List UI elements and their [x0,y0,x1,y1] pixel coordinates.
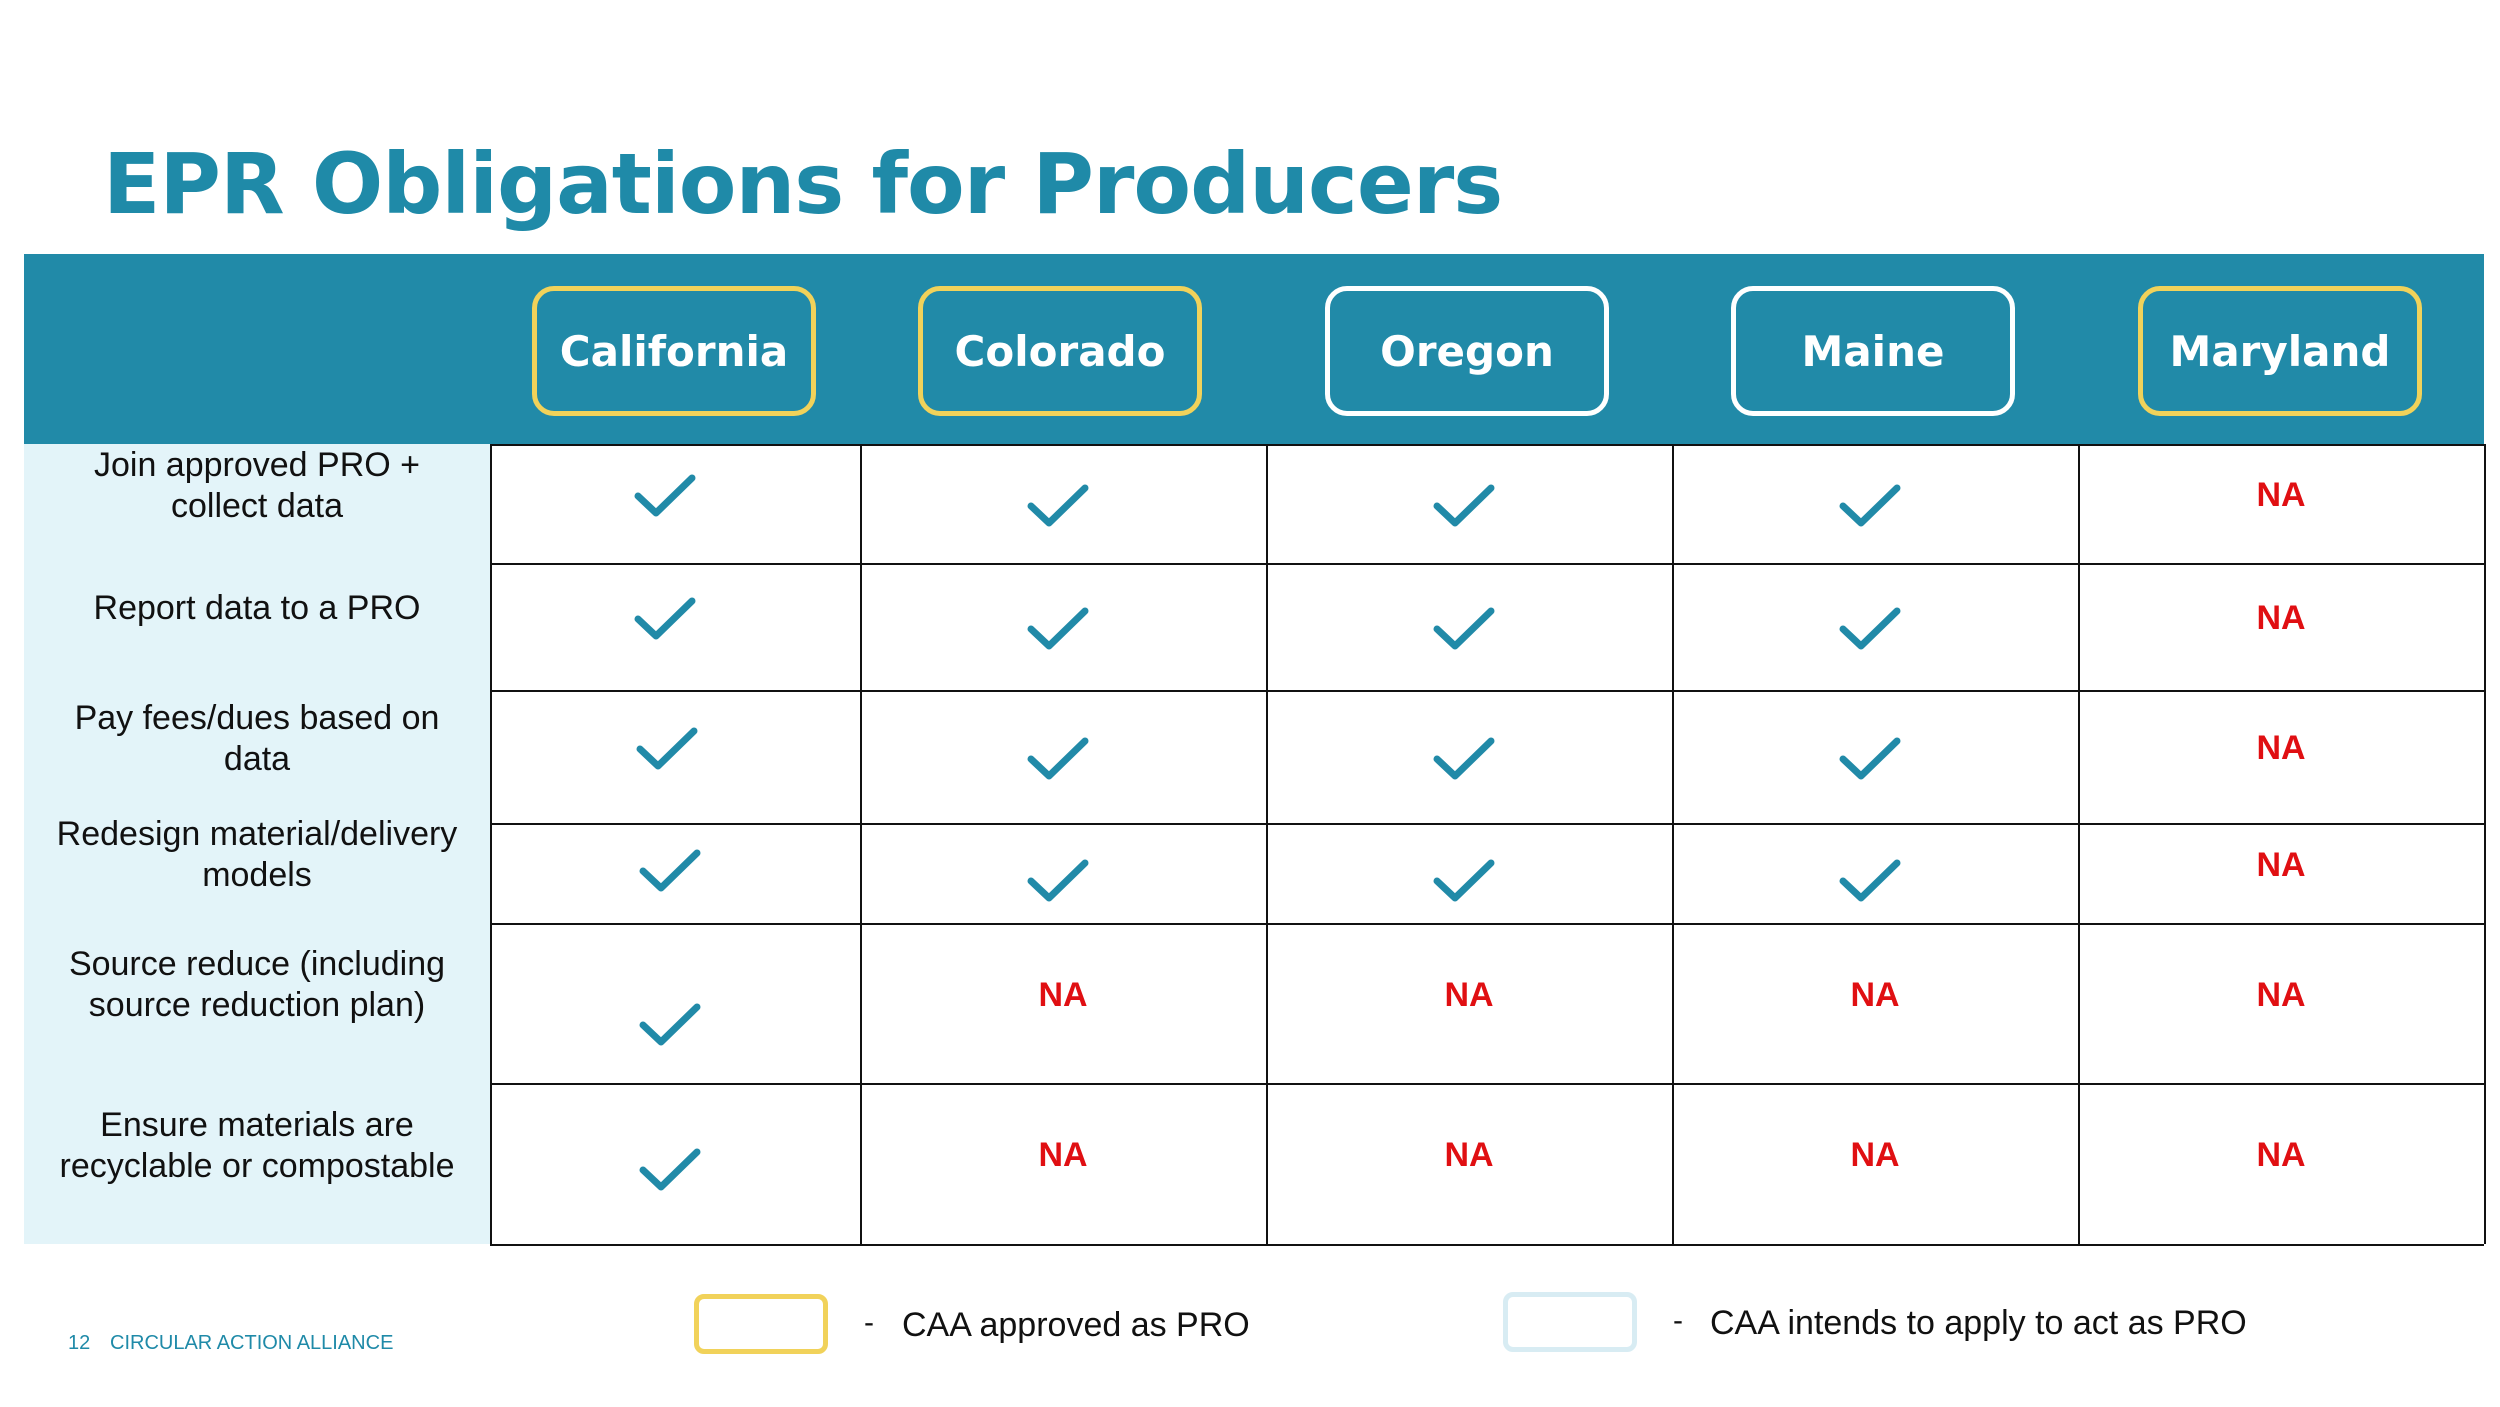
na-text: NA [2256,729,2306,767]
checkmark-icon [860,823,1266,923]
table-grid-line [490,444,492,1244]
na-text: NA [1038,975,1088,1014]
na-text: NA [1850,975,1900,1014]
checkmark-icon [1672,823,2078,923]
na-value: NA [2078,1083,2484,1244]
legend-intends-swatch [1503,1292,1637,1352]
table-grid-line [1672,444,1674,1244]
table-grid-line [2078,444,2080,1244]
na-value: NA [1672,923,2078,1083]
state-header-colorado: Colorado [918,286,1202,416]
na-value: NA [2078,690,2484,823]
legend-intends-label: CAA intends to apply to act as PRO [1710,1304,2247,1342]
checkmark-icon [860,563,1266,690]
na-text: NA [2256,975,2306,1014]
na-text: NA [2256,1136,2306,1174]
checkmark-icon [1672,563,2078,690]
na-text: NA [1850,1136,1900,1174]
table-header-band [24,254,2484,444]
table-grid-line [490,823,2484,825]
footer-page-number: 12 [68,1332,91,1354]
checkmark-icon [1266,563,1672,690]
checkmark-icon [1672,690,2078,823]
row-label: Source reduce (including source reductio… [68,945,446,1024]
checkmark-icon [490,923,860,1083]
state-header-california: California [532,286,816,416]
footer-organization: CIRCULAR ACTION ALLIANCE [110,1332,394,1354]
page-title: EPR Obligations for Producers [103,135,1503,233]
checkmark-icon [490,823,860,923]
checkmark-icon [490,690,860,823]
table-grid-line [490,1083,2484,1085]
checkmark-icon [490,444,860,563]
na-value: NA [2078,923,2484,1083]
table-grid-line [2484,444,2486,1244]
row-label: Redesign material/delivery models [56,815,458,894]
na-value: NA [1266,923,1672,1083]
legend-dash: - [1673,1304,1683,1337]
state-header-maryland: Maryland [2138,286,2422,416]
na-text: NA [2256,476,2306,514]
table-grid-line [1266,444,1268,1244]
legend-dash: - [864,1306,874,1339]
na-text: NA [1444,975,1494,1014]
row-label-column [24,444,490,1244]
na-text: NA [2256,845,2306,884]
na-value: NA [1672,1083,2078,1244]
checkmark-icon [860,444,1266,563]
checkmark-icon [860,690,1266,823]
state-header-maine: Maine [1731,286,2015,416]
table-grid-line [860,444,862,1244]
row-label: Report data to a PRO [93,589,421,627]
na-value: NA [2078,563,2484,690]
table-grid-line [490,444,2484,446]
row-label: Join approved PRO + collect data [93,445,421,525]
na-text: NA [1038,1136,1088,1174]
row-label: Pay fees/dues based on data [74,698,440,778]
na-value: NA [1266,1083,1672,1244]
checkmark-icon [490,1083,860,1244]
checkmark-icon [1266,444,1672,563]
na-value: NA [860,1083,1266,1244]
checkmark-icon [490,563,860,690]
table-grid-line [490,690,2484,692]
na-text: NA [2256,599,2306,637]
table-grid-line [490,563,2484,565]
legend-approved-label: CAA approved as PRO [902,1306,1250,1344]
na-value: NA [2078,444,2484,563]
na-value: NA [860,923,1266,1083]
checkmark-icon [1266,823,1672,923]
na-text: NA [1444,1136,1494,1174]
table-grid-line [490,923,2484,925]
legend-approved-swatch [694,1294,828,1354]
state-header-oregon: Oregon [1325,286,1609,416]
checkmark-icon [1672,444,2078,563]
row-label: Ensure materials are recyclable or compo… [59,1105,455,1185]
na-value: NA [2078,823,2484,923]
table-grid-line [490,1244,2484,1246]
checkmark-icon [1266,690,1672,823]
